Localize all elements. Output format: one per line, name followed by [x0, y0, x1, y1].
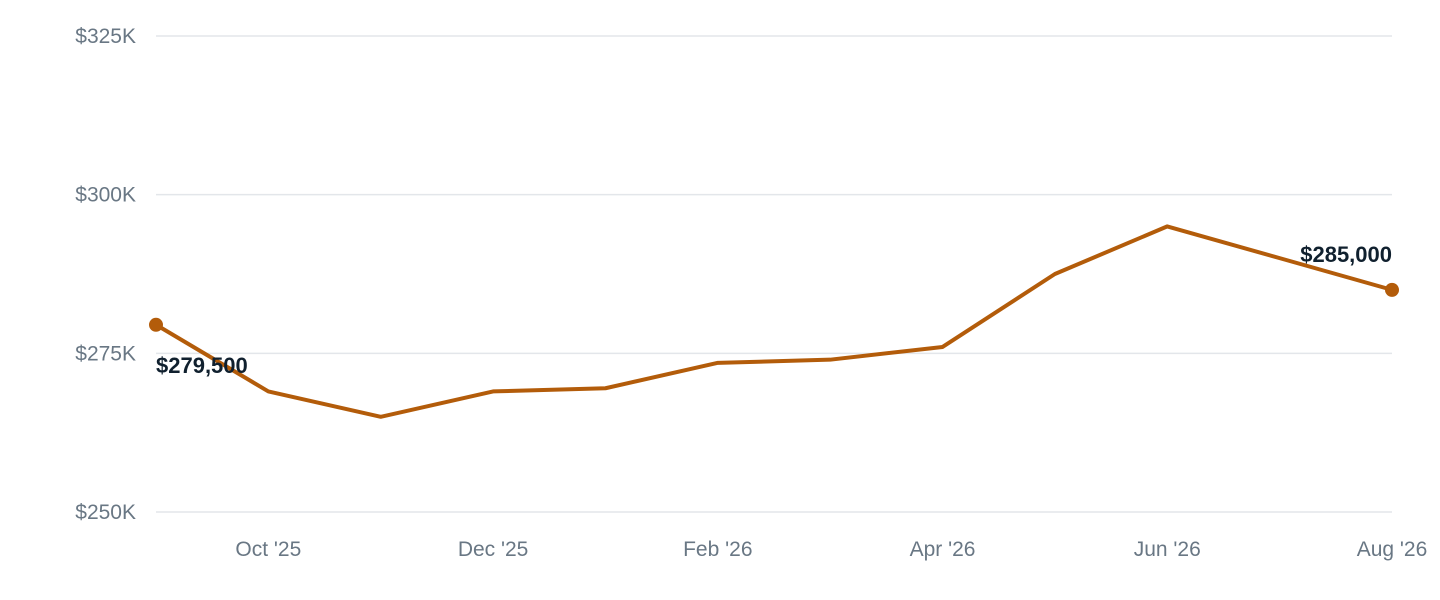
- x-tick-label: Oct '25: [235, 538, 301, 561]
- x-tick-label: Jun '26: [1134, 538, 1201, 561]
- data-label: $279,500: [156, 353, 248, 378]
- x-tick-label: Aug '26: [1357, 538, 1428, 561]
- y-tick-label: $275K: [75, 342, 136, 365]
- y-tick-label: $300K: [75, 184, 136, 207]
- gridlines: [156, 35, 1392, 513]
- x-tick-label: Apr '26: [910, 538, 976, 561]
- x-tick-label: Dec '25: [458, 538, 529, 561]
- series-line: [154, 224, 1394, 419]
- x-tick-label: Feb '26: [683, 538, 752, 561]
- y-axis-ticks: $250K $275K $300K $325K: [75, 25, 136, 524]
- data-point-marker: [1385, 282, 1399, 297]
- data-labels: $279,500 $285,000: [156, 242, 1392, 378]
- y-tick-label: $325K: [75, 25, 136, 48]
- data-label: $285,000: [1300, 242, 1392, 267]
- y-tick-label: $250K: [75, 501, 136, 524]
- x-axis-ticks: Oct '25 Dec '25 Feb '26 Apr '26 Jun '26 Aug '…: [235, 538, 1427, 561]
- data-point-marker: [149, 317, 163, 332]
- series-group: [149, 224, 1399, 419]
